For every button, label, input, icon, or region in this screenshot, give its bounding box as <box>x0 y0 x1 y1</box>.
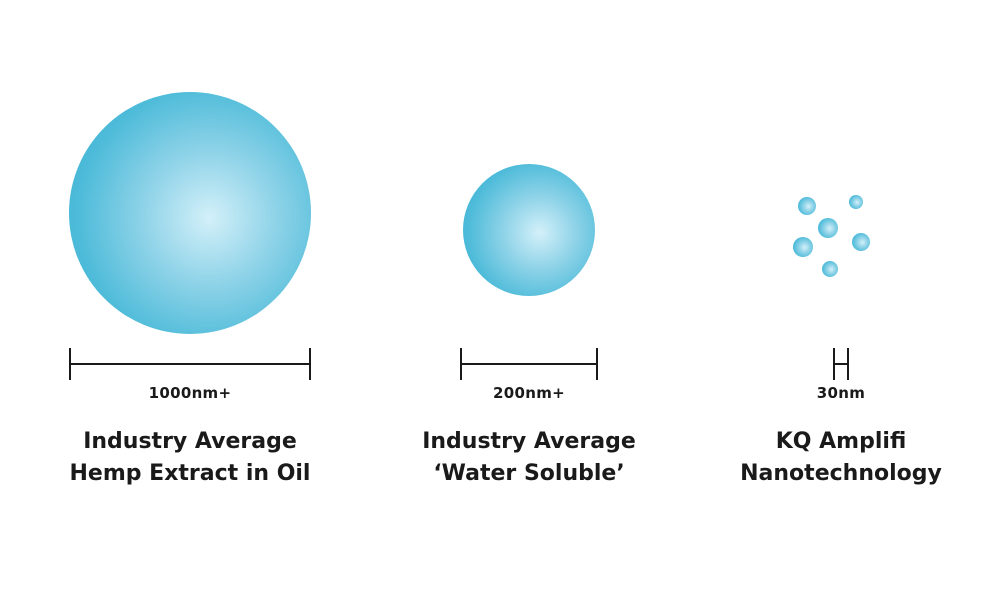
nano-particle-sphere <box>798 197 816 215</box>
caption-oil: Industry Average Hemp Extract in Oil <box>40 426 340 490</box>
nano-particle-sphere <box>849 195 863 209</box>
nano-particle-sphere <box>822 261 838 277</box>
caption-line-2: Nanotechnology <box>740 461 942 486</box>
caption-line-1: KQ Amplifi <box>775 429 907 454</box>
column-water-soluble: 200nm+ Industry Average ‘Water Soluble’ <box>380 0 680 592</box>
scale-bar-oil <box>69 348 311 380</box>
column-oil: 1000nm+ Industry Average Hemp Extract in… <box>0 0 380 592</box>
caption-nanotechnology: KQ Amplifi Nanotechnology <box>691 426 990 490</box>
nano-particle-sphere <box>793 237 813 257</box>
size-label-oil: 1000nm+ <box>148 384 232 402</box>
scale-bar-line <box>460 363 598 365</box>
caption-water-soluble: Industry Average ‘Water Soluble’ <box>380 426 678 490</box>
nano-particle-sphere <box>818 218 838 238</box>
column-nanotechnology: 30nm KQ Amplifi Nanotechnology <box>680 0 990 592</box>
large-particle-sphere <box>69 92 311 334</box>
scale-bar-right-tick <box>309 348 311 380</box>
caption-line-2: Hemp Extract in Oil <box>69 461 311 486</box>
size-label-water-soluble: 200nm+ <box>493 384 565 402</box>
scale-bar-water-soluble <box>460 348 598 380</box>
scale-bar-right-tick <box>596 348 598 380</box>
scale-bar-right-tick <box>847 348 849 380</box>
caption-line-2: ‘Water Soluble’ <box>433 461 625 486</box>
nano-particle-sphere <box>852 233 870 251</box>
caption-line-1: Industry Average <box>422 429 636 454</box>
size-label-nanotechnology: 30nm <box>816 384 866 402</box>
scale-bar-line <box>833 363 849 365</box>
scale-bar-nanotechnology <box>833 348 849 380</box>
medium-particle-sphere <box>463 164 595 296</box>
scale-bar-line <box>69 363 311 365</box>
caption-line-1: Industry Average <box>83 429 297 454</box>
